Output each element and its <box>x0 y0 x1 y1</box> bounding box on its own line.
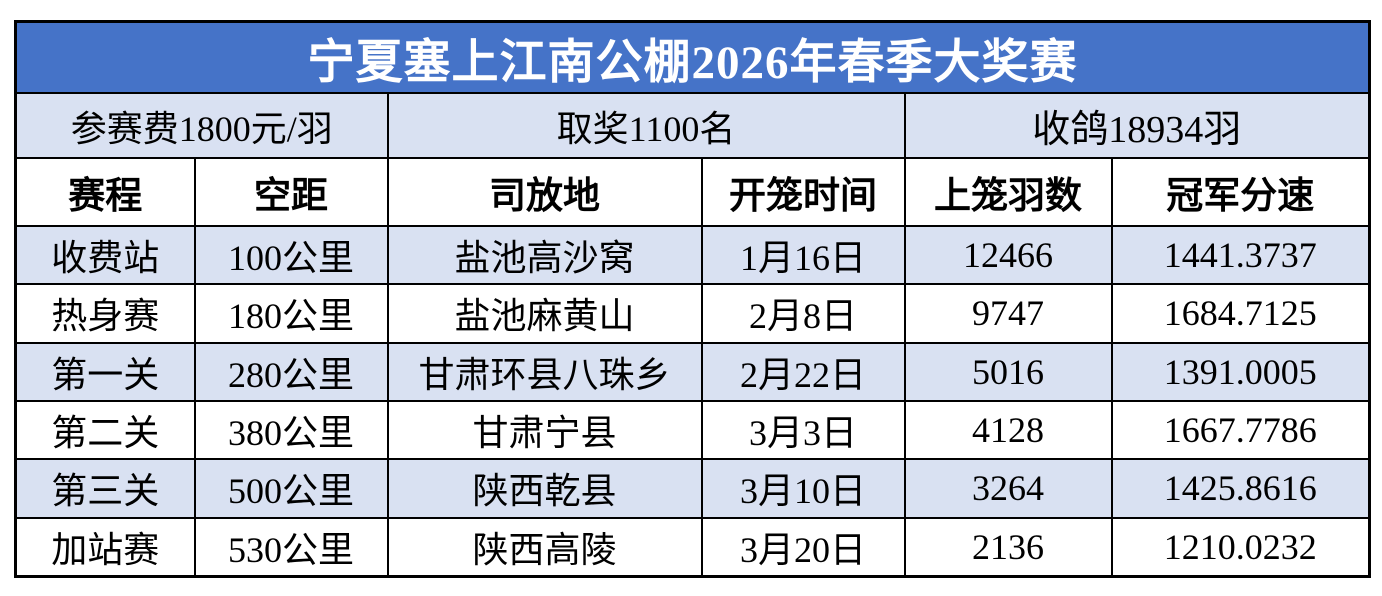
pigeon-count-cell: 收鸽18934羽 <box>903 92 1371 159</box>
col-header-basketed-count: 上笼羽数 <box>903 157 1113 227</box>
basketed-count-cell: 5016 <box>903 341 1113 402</box>
prize-count-cell: 取奖1100名 <box>386 92 906 159</box>
distance-cell: 530公里 <box>193 516 389 578</box>
table-row: 第三关 500公里 陕西乾县 3月10日 3264 1425.8616 <box>14 458 1371 519</box>
basketed-count-cell: 2136 <box>903 516 1113 578</box>
stage-cell: 第三关 <box>14 458 196 519</box>
release-time-cell: 3月10日 <box>700 458 906 519</box>
title-row: 宁夏塞上江南公棚2026年春季大奖赛 <box>14 20 1371 94</box>
release-time-cell: 3月3日 <box>700 399 906 461</box>
stage-cell: 加站赛 <box>14 516 196 578</box>
release-site-cell: 盐池高沙窝 <box>386 224 703 286</box>
release-site-cell: 甘肃环县八珠乡 <box>386 341 703 402</box>
winner-speed-cell: 1425.8616 <box>1110 458 1371 519</box>
release-site-cell: 陕西高陵 <box>386 516 703 578</box>
basketed-count-cell: 3264 <box>903 458 1113 519</box>
table-row: 热身赛 180公里 盐池麻黄山 2月8日 9747 1684.7125 <box>14 283 1371 344</box>
stage-cell: 第二关 <box>14 399 196 461</box>
distance-cell: 380公里 <box>193 399 389 461</box>
winner-speed-cell: 1441.3737 <box>1110 224 1371 286</box>
col-header-winner-speed: 冠军分速 <box>1110 157 1371 227</box>
stage-cell: 收费站 <box>14 224 196 286</box>
race-schedule-table: 宁夏塞上江南公棚2026年春季大奖赛 参赛费1800元/羽 取奖1100名 收鸽… <box>14 20 1372 578</box>
distance-cell: 100公里 <box>193 224 389 286</box>
release-time-cell: 2月8日 <box>700 283 906 344</box>
stage-cell: 第一关 <box>14 341 196 402</box>
release-time-cell: 1月16日 <box>700 224 906 286</box>
col-header-distance: 空距 <box>193 157 389 227</box>
summary-row: 参赛费1800元/羽 取奖1100名 收鸽18934羽 <box>14 92 1371 159</box>
entry-fee-cell: 参赛费1800元/羽 <box>14 92 389 159</box>
basketed-count-cell: 4128 <box>903 399 1113 461</box>
page-title: 宁夏塞上江南公棚2026年春季大奖赛 <box>14 20 1371 94</box>
col-header-release-site: 司放地 <box>386 157 703 227</box>
winner-speed-cell: 1667.7786 <box>1110 399 1371 461</box>
winner-speed-cell: 1391.0005 <box>1110 341 1371 402</box>
release-site-cell: 陕西乾县 <box>386 458 703 519</box>
table-row: 第一关 280公里 甘肃环县八珠乡 2月22日 5016 1391.0005 <box>14 341 1371 402</box>
distance-cell: 180公里 <box>193 283 389 344</box>
column-header-row: 赛程 空距 司放地 开笼时间 上笼羽数 冠军分速 <box>14 157 1371 227</box>
table-row: 收费站 100公里 盐池高沙窝 1月16日 12466 1441.3737 <box>14 224 1371 286</box>
table-row: 第二关 380公里 甘肃宁县 3月3日 4128 1667.7786 <box>14 399 1371 461</box>
distance-cell: 280公里 <box>193 341 389 402</box>
stage-cell: 热身赛 <box>14 283 196 344</box>
release-site-cell: 盐池麻黄山 <box>386 283 703 344</box>
table-row: 加站赛 530公里 陕西高陵 3月20日 2136 1210.0232 <box>14 516 1371 578</box>
basketed-count-cell: 12466 <box>903 224 1113 286</box>
basketed-count-cell: 9747 <box>903 283 1113 344</box>
winner-speed-cell: 1210.0232 <box>1110 516 1371 578</box>
release-site-cell: 甘肃宁县 <box>386 399 703 461</box>
release-time-cell: 2月22日 <box>700 341 906 402</box>
distance-cell: 500公里 <box>193 458 389 519</box>
col-header-stage: 赛程 <box>14 157 196 227</box>
release-time-cell: 3月20日 <box>700 516 906 578</box>
winner-speed-cell: 1684.7125 <box>1110 283 1371 344</box>
col-header-release-time: 开笼时间 <box>700 157 906 227</box>
